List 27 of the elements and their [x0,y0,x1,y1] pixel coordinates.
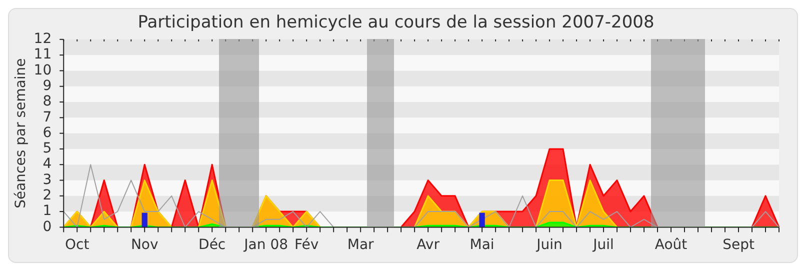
y-tick-label: 12 [34,31,52,48]
x-tick-label: Mar [347,237,374,254]
y-tick-label: 8 [42,94,52,110]
y-tick-label: 0 [42,218,52,235]
x-tick-label: Fév [294,237,319,254]
y-tick-label: 1 [42,203,52,220]
x-tick-label: Oct [65,237,90,254]
x-tick-label: Déc [198,237,226,254]
y-tick-label: 6 [42,124,52,141]
y-tick-label: 9 [42,78,52,94]
x-tick-label: Mai [470,237,494,254]
y-tick-label: 4 [42,156,52,172]
x-tick-label: Juil [592,237,614,254]
y-tick-label: 3 [42,172,52,188]
x-tick-label: Août [654,237,688,254]
y-tick-label: 10 [34,62,52,78]
x-tick-label: Nov [130,237,158,254]
x-tick-label: Sept [722,237,755,254]
x-tick-label: Avr [416,237,440,254]
chart-title: Participation en hemicycle au cours de la session 2007-2008 [138,12,654,33]
y-tick-label: 11 [34,46,52,63]
y-tick-label: 2 [42,188,52,204]
x-tick-label: Jan 08 [243,237,288,254]
y-tick-label: 7 [42,109,52,126]
y-axis-title: Séances par semaine [13,58,30,208]
x-tick-label: Juin [536,237,562,254]
y-tick-label: 5 [42,140,52,157]
